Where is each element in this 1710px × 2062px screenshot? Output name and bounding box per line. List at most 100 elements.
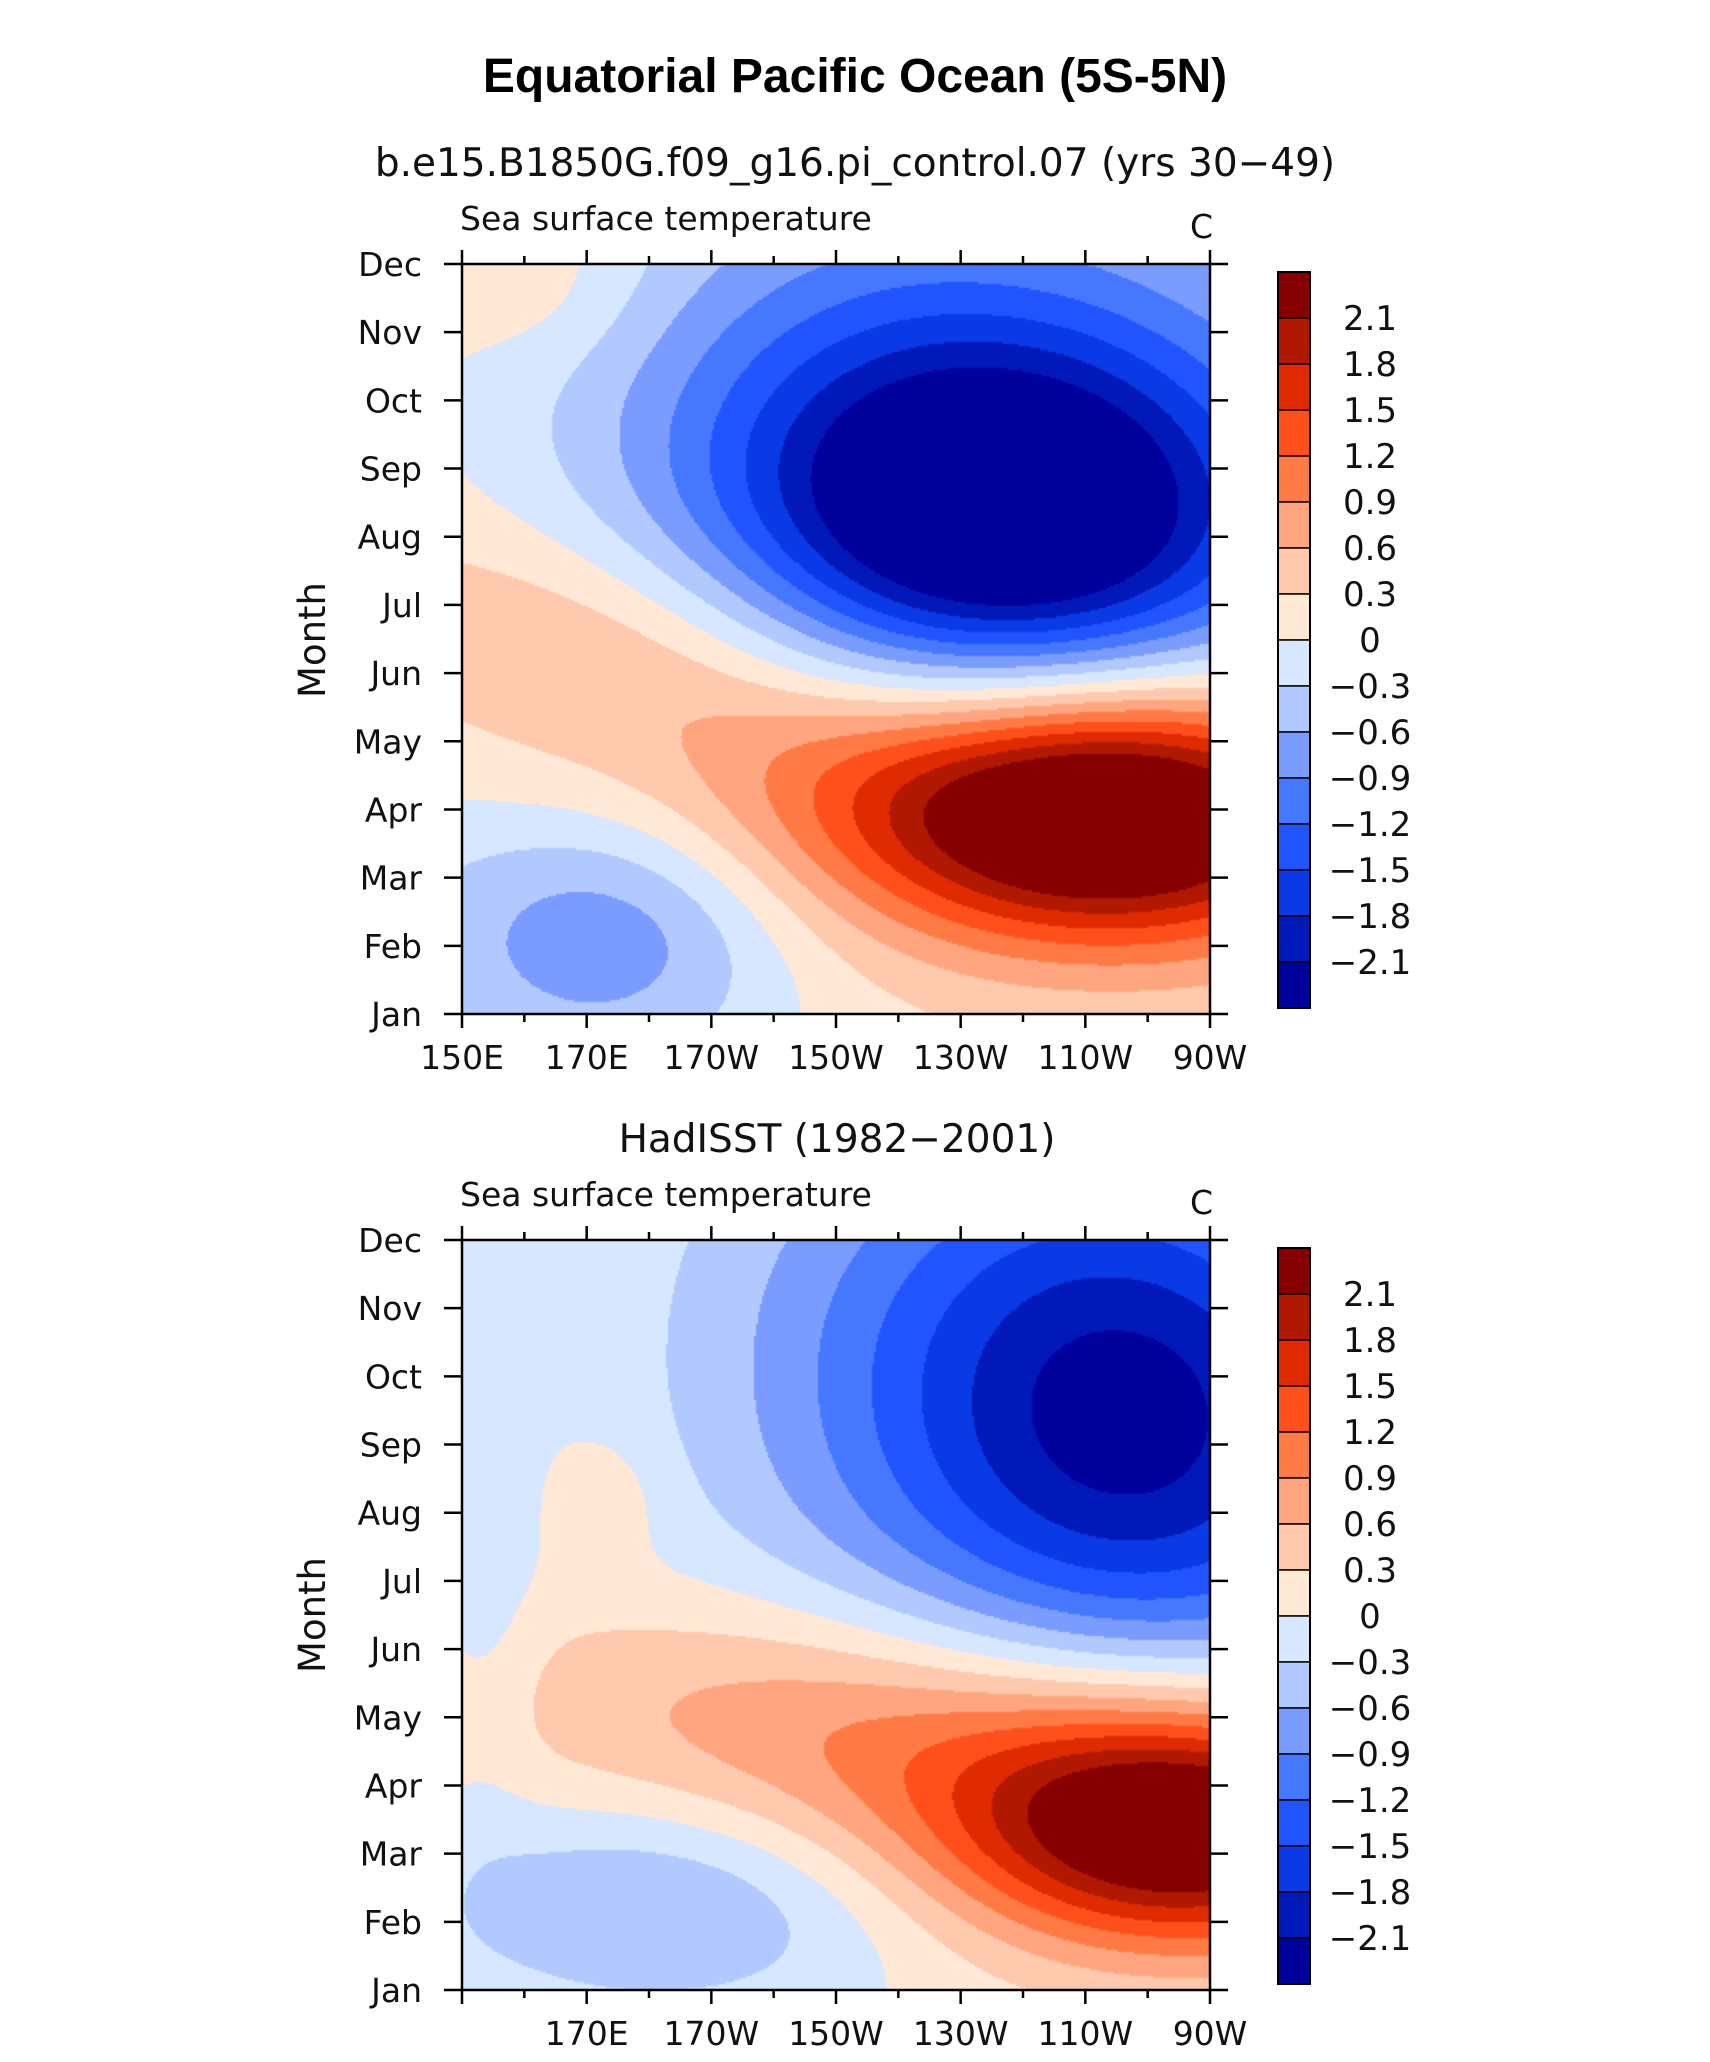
y-tick-label: Dec <box>358 1221 422 1260</box>
y-ticks: Jan Feb Mar Apr May Jun Jul Aug Sep Oct Nov Dec <box>354 1221 1228 2010</box>
colorbar-label: −0.9 <box>1329 759 1412 799</box>
colorbar-label: 0.9 <box>1343 1459 1397 1499</box>
colorbar-label: 1.2 <box>1343 437 1397 477</box>
colorbar-swatch <box>1277 1661 1311 1709</box>
colorbar-swatch <box>1277 363 1311 411</box>
panel-model: b.e15.B1850G.f09_g16.pi_control.07 (yrs … <box>291 141 1411 1077</box>
colorbar-swatch <box>1277 1707 1311 1755</box>
panel-observations: HadISST (1982−2001) Sea surface temperat… <box>291 1117 1411 2053</box>
y-tick-label: Oct <box>365 381 422 420</box>
y-tick-label: Apr <box>365 1766 423 1805</box>
panel-title: b.e15.B1850G.f09_g16.pi_control.07 (yrs … <box>375 141 1335 186</box>
y-tick-label: May <box>354 1698 422 1737</box>
colorbar-label: −0.9 <box>1329 1735 1412 1775</box>
x-ticks: 150E 170E 170W 150W 130W 110W 90W <box>420 250 1247 1077</box>
colorbar-label: −1.5 <box>1329 1827 1412 1867</box>
colorbar-label: −0.6 <box>1329 1689 1412 1729</box>
colorbar-label: 0.9 <box>1343 483 1397 523</box>
colorbar-swatch <box>1277 593 1311 641</box>
y-axis-label: Month <box>291 582 334 698</box>
colorbar: 2.1 1.8 1.5 1.2 0.9 0.6 0.3 0 −0.3 −0.6 −0.9 −1.2 −1… <box>1277 271 1412 1009</box>
y-tick-label: Jul <box>380 1562 422 1601</box>
panel-title: HadISST (1982−2001) <box>619 1117 1056 1162</box>
y-tick-label: Nov <box>358 1289 422 1328</box>
x-ticks: 170E 170W 150W 130W 110W 90W <box>460 1226 1248 2053</box>
colorbar-label: −0.3 <box>1329 1643 1412 1683</box>
colorbar-label: 1.8 <box>1343 1321 1397 1361</box>
y-tick-label: Feb <box>364 1903 422 1942</box>
x-tick-label: 170W <box>664 2014 760 2053</box>
colorbar-swatch <box>1277 1523 1311 1571</box>
colorbar-label: 0.6 <box>1343 1505 1397 1545</box>
x-tick-label: 90W <box>1173 1038 1248 1077</box>
colorbar-label: 0 <box>1359 621 1381 661</box>
y-tick-label: Sep <box>360 450 422 489</box>
x-tick-label: 170E <box>545 2014 629 2053</box>
colorbar-swatch <box>1277 869 1311 917</box>
y-tick-label: Sep <box>360 1426 422 1465</box>
colorbar-label: 0.3 <box>1343 575 1397 615</box>
y-tick-label: Nov <box>358 313 422 352</box>
colorbar-swatch <box>1277 501 1311 549</box>
units-label: C <box>1190 207 1213 246</box>
y-tick-label: May <box>354 722 422 761</box>
colorbar-swatch <box>1277 639 1311 687</box>
x-tick-label: 110W <box>1038 2014 1134 2053</box>
colorbar-swatch <box>1277 547 1311 595</box>
y-tick-label: Aug <box>358 518 422 557</box>
heatmap-field <box>462 264 1210 1014</box>
colorbar-label: −1.5 <box>1329 851 1412 891</box>
y-tick-label: Jan <box>369 995 422 1034</box>
colorbar-swatch <box>1277 1753 1311 1801</box>
colorbar-swatch <box>1277 1247 1311 1295</box>
x-tick-label: 90W <box>1173 2014 1248 2053</box>
colorbar-label: −1.2 <box>1329 805 1412 845</box>
colorbar-label: 2.1 <box>1343 1275 1397 1315</box>
y-ticks: Jan Feb Mar Apr May Jun Jul Aug Sep Oct Nov Dec <box>354 245 1228 1034</box>
x-tick-label: 150W <box>788 2014 884 2053</box>
colorbar-label: −2.1 <box>1329 1919 1412 1959</box>
x-tick-label: 170E <box>545 1038 629 1077</box>
y-tick-label: Jun <box>368 654 422 693</box>
colorbar-swatch <box>1277 915 1311 963</box>
colorbar-swatch <box>1277 1937 1311 1985</box>
colorbar-label: −1.2 <box>1329 1781 1412 1821</box>
colorbar-swatch <box>1277 685 1311 733</box>
colorbar-label: −0.6 <box>1329 713 1412 753</box>
heatmap-field <box>462 1240 1210 1990</box>
colorbar-swatch <box>1277 455 1311 503</box>
colorbar-label: 1.5 <box>1343 1367 1397 1407</box>
panel-subtitle: Sea surface temperature <box>460 199 872 238</box>
colorbar-label: −1.8 <box>1329 1873 1412 1913</box>
y-tick-label: Feb <box>364 927 422 966</box>
colorbar-swatch <box>1277 1799 1311 1847</box>
colorbar-swatch <box>1277 1293 1311 1341</box>
y-tick-label: Jan <box>369 1971 422 2010</box>
colorbar-label: 0.6 <box>1343 529 1397 569</box>
colorbar-label: −1.8 <box>1329 897 1412 937</box>
colorbar-swatch <box>1277 731 1311 779</box>
colorbar-label: 0 <box>1359 1597 1381 1637</box>
y-tick-label: Jul <box>380 586 422 625</box>
panel-subtitle: Sea surface temperature <box>460 1175 872 1214</box>
colorbar-swatch <box>1277 1891 1311 1939</box>
colorbar-swatch <box>1277 317 1311 365</box>
y-tick-label: Jun <box>368 1630 422 1669</box>
x-tick-label: 130W <box>913 2014 1009 2053</box>
colorbar-label: 1.5 <box>1343 391 1397 431</box>
y-tick-label: Mar <box>360 1835 423 1874</box>
colorbar-frame <box>1277 1247 1311 1985</box>
y-tick-label: Apr <box>365 790 423 829</box>
colorbar-label: −0.3 <box>1329 667 1412 707</box>
y-axis-label: Month <box>291 1557 334 1673</box>
colorbar-label: 2.1 <box>1343 299 1397 339</box>
y-tick-label: Dec <box>358 245 422 284</box>
colorbar-swatch <box>1277 1339 1311 1387</box>
colorbar-swatch <box>1277 271 1311 319</box>
x-tick-label: 170W <box>664 1038 760 1077</box>
y-tick-label: Aug <box>358 1494 422 1533</box>
colorbar-swatch <box>1277 1845 1311 1893</box>
colorbar-swatch <box>1277 1569 1311 1617</box>
colorbar-label: −2.1 <box>1329 943 1412 983</box>
colorbar-swatch <box>1277 409 1311 457</box>
